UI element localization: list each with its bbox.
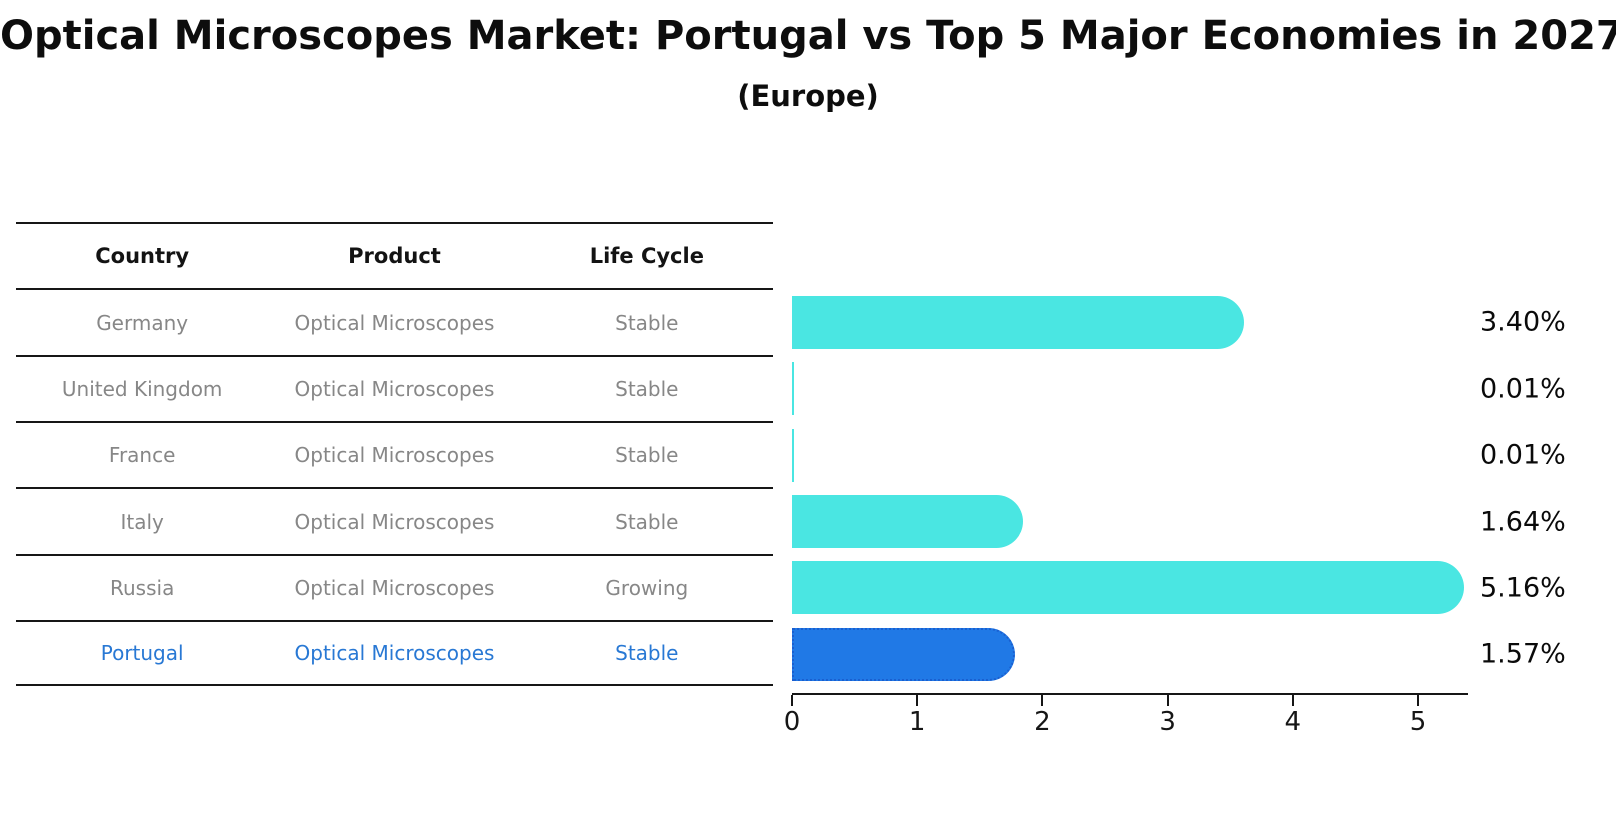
chart-title: Optical Microscopes Market: Portugal vs … bbox=[0, 13, 1616, 59]
table-row: Portugal Optical Microscopes Stable bbox=[16, 620, 773, 687]
country-cell: Russia bbox=[110, 575, 175, 600]
table-row: Russia Optical Microscopes Growing bbox=[16, 553, 773, 620]
value-label: 1.57% bbox=[1480, 638, 1566, 670]
x-tick-mark bbox=[1417, 695, 1419, 706]
life-cycle-cell: Stable bbox=[615, 509, 679, 534]
bar-italy bbox=[792, 495, 1024, 549]
product-cell: Optical Microscopes bbox=[294, 376, 495, 401]
table-header-cell: Country bbox=[95, 244, 190, 269]
table-row: Italy Optical Microscopes Stable bbox=[16, 487, 773, 553]
table-row: United Kingdom Optical Microscopes Stable bbox=[16, 354, 773, 421]
product-cell: Optical Microscopes bbox=[294, 310, 495, 335]
x-tick-label: 5 bbox=[1409, 707, 1427, 737]
life-cycle-cell: Stable bbox=[615, 443, 679, 468]
bar-portugal bbox=[792, 627, 1015, 681]
x-tick-label: 4 bbox=[1284, 707, 1302, 737]
table-header-cell: Product bbox=[348, 244, 441, 269]
value-label: 0.01% bbox=[1480, 439, 1566, 471]
x-tick-mark bbox=[791, 695, 793, 706]
value-label: 5.16% bbox=[1480, 572, 1566, 604]
x-tick-mark bbox=[1041, 695, 1044, 706]
value-label: 1.64% bbox=[1480, 506, 1566, 538]
x-tick-mark bbox=[1291, 695, 1294, 706]
country-cell: France bbox=[108, 443, 176, 468]
x-tick-mark bbox=[1166, 695, 1169, 706]
bar-germany bbox=[792, 295, 1244, 349]
table-row: Germany Optical Microscopes Stable bbox=[16, 288, 773, 354]
life-cycle-cell: Stable bbox=[615, 641, 679, 666]
chart-subtitle: (Europe) bbox=[737, 79, 879, 113]
product-cell: Optical Microscopes bbox=[294, 641, 495, 666]
table-header-row: Country Product Life Cycle bbox=[16, 222, 773, 288]
x-axis-line bbox=[792, 693, 1468, 695]
country-cell: Italy bbox=[120, 509, 164, 534]
table-row: France Optical Microscopes Stable bbox=[16, 421, 773, 487]
bar-united-kingdom bbox=[792, 362, 794, 416]
x-tick-label: 3 bbox=[1159, 707, 1176, 737]
product-cell: Optical Microscopes bbox=[294, 509, 495, 534]
life-cycle-cell: Stable bbox=[615, 310, 679, 335]
x-tick-label: 2 bbox=[1034, 707, 1051, 737]
country-cell: Portugal bbox=[100, 641, 184, 666]
product-cell: Optical Microscopes bbox=[294, 575, 495, 600]
country-cell: United Kingdom bbox=[61, 376, 223, 401]
value-label: 3.40% bbox=[1480, 306, 1566, 338]
x-tick-label: 1 bbox=[908, 707, 926, 737]
country-table: Country Product Life Cycle Germany Optical M… bbox=[16, 222, 773, 687]
product-cell: Optical Microscopes bbox=[294, 443, 495, 468]
x-tick-label: 0 bbox=[783, 707, 801, 737]
x-tick-mark bbox=[916, 695, 919, 706]
table-header-cell: Life Cycle bbox=[589, 244, 704, 269]
bar-france bbox=[792, 428, 794, 482]
country-cell: Germany bbox=[96, 310, 189, 335]
value-label: 0.01% bbox=[1480, 373, 1566, 405]
bar-russia bbox=[792, 561, 1465, 615]
life-cycle-cell: Growing bbox=[605, 575, 689, 600]
life-cycle-cell: Stable bbox=[615, 376, 679, 401]
